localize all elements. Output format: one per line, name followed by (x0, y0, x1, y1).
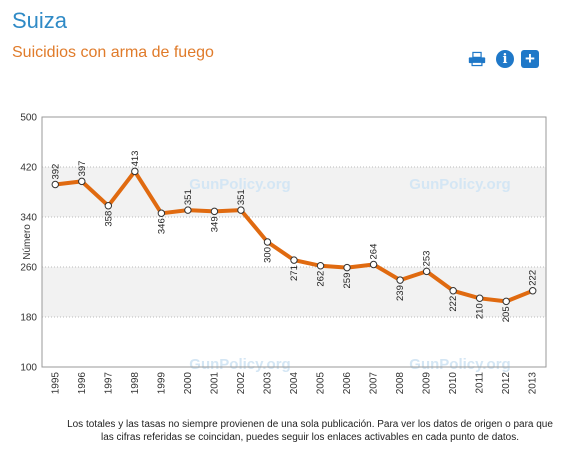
data-point[interactable] (502, 297, 510, 306)
data-label: 222 (448, 296, 459, 312)
data-label: 253 (422, 251, 433, 267)
data-point[interactable] (184, 206, 192, 214)
y-tick-label: 260 (20, 263, 37, 274)
x-tick-label: 2008 (395, 372, 406, 395)
x-tick-label: 2009 (422, 372, 433, 395)
data-point[interactable] (263, 238, 272, 246)
data-label: 346 (156, 218, 167, 234)
data-label: 392 (50, 164, 61, 180)
x-tick-label: 1996 (77, 372, 88, 395)
data-point[interactable] (78, 177, 86, 186)
y-axis-label: Número (22, 224, 33, 260)
data-label: 205 (501, 306, 512, 322)
x-axis-ticks: 1995 1996 1997 1998 1999 2000 2001 2002 2003 2004… (50, 372, 538, 395)
data-point[interactable] (157, 209, 166, 217)
data-point[interactable] (131, 167, 139, 176)
x-tick-label: 2002 (236, 372, 247, 395)
x-tick-label: 2006 (342, 372, 353, 395)
data-labels: 392 397 358 413 346 351 349 351 300 271 262 259 264 2… (50, 151, 538, 323)
data-point[interactable] (290, 256, 298, 264)
data-label: 259 (342, 273, 353, 289)
info-icon: i (502, 51, 508, 67)
y-axis-ticks: 100 180 260 340 420 500 (20, 113, 37, 374)
y-tick-label: 500 (20, 113, 37, 124)
data-label: 239 (395, 285, 406, 301)
data-point[interactable] (529, 287, 537, 295)
x-tick-label: 2007 (369, 372, 380, 395)
data-point[interactable] (104, 202, 113, 210)
add-button[interactable]: + (521, 50, 539, 68)
print-button[interactable] (468, 50, 486, 68)
data-label: 222 (528, 270, 539, 286)
x-tick-label: 2003 (262, 372, 273, 395)
grid-lines (42, 166, 546, 318)
data-point[interactable] (396, 276, 404, 284)
data-point[interactable] (343, 263, 351, 272)
line-chart: GunPolicy.org GunPolicy.org GunPolicy.or… (20, 113, 547, 395)
data-label: 413 (130, 151, 141, 167)
footnote: Los totales y las tasas no siempre provi… (67, 419, 553, 443)
y-tick-label: 100 (20, 363, 37, 374)
grid-band (42, 167, 546, 217)
country-title: Suiza (12, 8, 68, 33)
data-label: 358 (103, 211, 114, 227)
y-tick-label: 340 (20, 213, 37, 224)
x-tick-label: 2004 (289, 372, 300, 395)
data-point[interactable] (475, 294, 484, 302)
data-point[interactable] (237, 206, 245, 214)
x-tick-label: 2011 (475, 372, 486, 394)
watermark: GunPolicy.org (189, 356, 290, 373)
x-tick-label: 2000 (183, 372, 194, 395)
data-point[interactable] (316, 262, 325, 270)
watermark: GunPolicy.org (189, 176, 290, 193)
data-label: 351 (183, 189, 194, 205)
y-tick-label: 420 (20, 163, 37, 174)
data-label: 262 (316, 271, 327, 287)
x-tick-label: 1995 (50, 372, 61, 395)
data-point[interactable] (449, 287, 457, 295)
data-point[interactable] (369, 260, 378, 269)
data-label: 300 (262, 247, 273, 263)
x-tick-label: 2010 (448, 372, 459, 395)
x-tick-label: 2013 (528, 372, 539, 395)
x-tick-label: 1997 (103, 372, 114, 395)
x-tick-label: 2005 (316, 372, 327, 395)
x-tick-label: 2001 (209, 372, 220, 395)
x-tick-label: 1999 (156, 372, 167, 395)
plus-icon: + (525, 49, 535, 68)
chart-subtitle: Suicidios con arma de fuego (12, 44, 214, 61)
data-label: 210 (475, 303, 486, 319)
plot-frame (41, 116, 547, 368)
y-tick-label: 180 (20, 313, 37, 324)
x-tick-label: 2012 (501, 372, 512, 395)
watermark: GunPolicy.org (409, 176, 510, 193)
data-points (51, 167, 537, 306)
data-label: 349 (209, 216, 220, 232)
data-label: 397 (77, 161, 88, 177)
info-button[interactable]: i (496, 50, 514, 68)
printer-icon (468, 51, 486, 67)
x-tick-label: 1998 (130, 372, 141, 395)
data-label: 264 (369, 244, 380, 260)
data-point[interactable] (210, 207, 219, 216)
data-point[interactable] (51, 180, 59, 189)
watermark: GunPolicy.org (409, 356, 510, 373)
data-label: 271 (289, 265, 300, 281)
data-label: 351 (236, 189, 247, 205)
data-point[interactable] (422, 267, 431, 276)
